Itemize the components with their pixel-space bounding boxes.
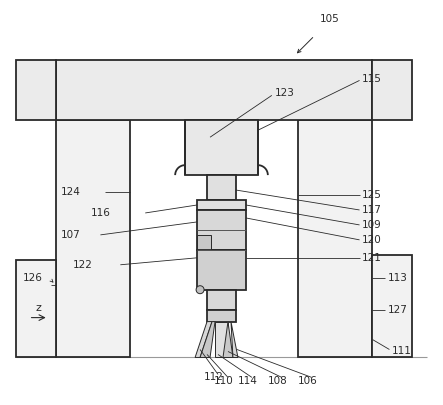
Text: 112: 112	[204, 373, 224, 382]
Text: 126: 126	[23, 273, 43, 283]
Bar	[16, 60, 55, 120]
Bar	[207, 290, 236, 310]
Text: 121: 121	[361, 253, 381, 263]
Bar	[207, 310, 236, 322]
Bar	[16, 260, 55, 358]
Bar	[207, 175, 236, 200]
Text: 122: 122	[73, 260, 93, 270]
Text: 109: 109	[361, 220, 381, 230]
Polygon shape	[195, 322, 212, 358]
Text: 124: 124	[61, 187, 81, 197]
Bar	[197, 235, 211, 250]
Polygon shape	[200, 322, 215, 358]
Bar	[197, 210, 246, 250]
Bar	[373, 60, 412, 120]
Bar	[298, 120, 373, 358]
Bar	[197, 200, 246, 210]
Text: 108: 108	[268, 376, 288, 386]
Bar	[373, 255, 412, 358]
Text: 117: 117	[361, 205, 381, 215]
Text: 106: 106	[298, 376, 318, 386]
Bar	[55, 60, 373, 120]
Polygon shape	[231, 322, 238, 358]
Text: 120: 120	[361, 235, 381, 245]
Text: z: z	[36, 303, 42, 313]
Text: 114: 114	[238, 376, 258, 386]
Text: 105: 105	[320, 14, 339, 23]
Bar	[215, 322, 228, 358]
Text: 110: 110	[214, 376, 234, 386]
Bar	[185, 120, 258, 175]
Bar	[197, 250, 246, 290]
Text: 116: 116	[90, 208, 110, 218]
Bar	[55, 120, 130, 358]
Polygon shape	[223, 322, 233, 358]
Text: 125: 125	[361, 190, 381, 200]
Circle shape	[196, 286, 204, 294]
Text: 127: 127	[388, 305, 407, 315]
Text: 123: 123	[275, 88, 295, 98]
Text: 107: 107	[61, 230, 80, 240]
Text: 111: 111	[392, 347, 411, 356]
Text: 113: 113	[388, 273, 407, 283]
Text: 115: 115	[361, 75, 381, 84]
